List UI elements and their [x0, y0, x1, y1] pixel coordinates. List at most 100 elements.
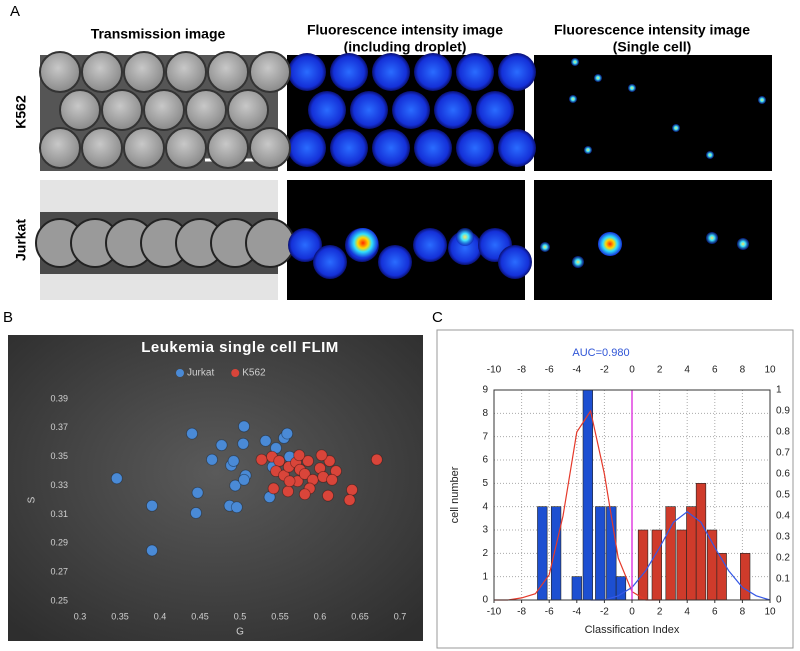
point	[259, 434, 272, 447]
x-tick-label: 0.4	[154, 611, 167, 621]
y-tick-label: 0	[482, 595, 488, 606]
y2-tick-label: 0.6	[776, 469, 790, 480]
panel-label: B	[3, 309, 13, 326]
droplet	[39, 127, 81, 169]
x-tick-label: 0.5	[234, 611, 247, 621]
point	[323, 455, 336, 467]
y-axis-label: cell number	[449, 466, 461, 523]
x-top-tick-label: -8	[517, 365, 526, 376]
x-top-tick-label: 10	[764, 365, 776, 376]
legend-marker	[231, 369, 240, 377]
y2-tick-label: 0.1	[776, 574, 790, 585]
droplet	[498, 53, 536, 91]
point	[146, 499, 158, 512]
point	[283, 475, 296, 488]
x-top-tick-label: -6	[545, 365, 554, 376]
y2-tick-label: 0.8	[776, 427, 790, 438]
cell	[706, 232, 718, 244]
x-tick-label: 0.55	[271, 611, 289, 621]
cell	[569, 95, 577, 103]
x-top-tick-label: 6	[712, 365, 718, 376]
plot-frame	[493, 389, 771, 601]
cell	[571, 58, 579, 66]
y-tick-label: 0.35	[50, 451, 68, 461]
point	[255, 453, 268, 466]
droplet	[288, 53, 326, 91]
cell	[706, 151, 714, 159]
x-tick-label: 0.45	[191, 611, 209, 621]
x-top-tick-label: 0	[629, 365, 635, 376]
x-tick-label: 4	[684, 607, 690, 618]
y2-tick-label: 1	[776, 385, 782, 396]
x-tick-label: 0.65	[351, 611, 369, 621]
droplet	[143, 89, 185, 131]
droplet	[59, 89, 101, 131]
y-tick-label: 1	[482, 571, 488, 582]
point	[298, 488, 311, 501]
point	[215, 439, 228, 452]
single-cell-image	[534, 55, 772, 171]
column-header: (including droplet)	[344, 39, 467, 55]
point	[230, 501, 243, 514]
droplet	[81, 127, 123, 169]
droplet	[414, 129, 452, 167]
droplet	[245, 218, 295, 268]
legend-label: Jurkat	[187, 368, 214, 379]
y-axis-label: S	[27, 496, 38, 503]
chart-title: Leukemia single cell FLIM	[141, 339, 339, 356]
y-tick-label: 4	[482, 501, 488, 512]
cell	[456, 228, 474, 246]
y2-tick-label: 0.4	[776, 511, 790, 522]
droplet	[330, 53, 368, 91]
droplet	[372, 129, 410, 167]
y-tick-label: 0.31	[50, 509, 68, 519]
point	[343, 494, 356, 506]
y2-tick-label: 0.7	[776, 448, 790, 459]
droplet	[350, 91, 388, 129]
x-tick-label: -2	[600, 607, 609, 618]
panel-label: C	[432, 309, 443, 326]
point	[370, 453, 383, 466]
y2-tick-label: 0.3	[776, 532, 790, 543]
bar	[676, 529, 687, 601]
point	[110, 472, 123, 485]
row-label: K562	[13, 95, 29, 129]
x-top-tick-label: 4	[684, 365, 690, 376]
y-tick-label: 2	[482, 548, 488, 559]
droplet	[165, 127, 207, 169]
droplet	[372, 53, 410, 91]
y-tick-label: 0.33	[50, 480, 68, 490]
y2-tick-label: 0.9	[776, 406, 790, 417]
droplet	[207, 51, 249, 93]
y2-tick-label: 0.5	[776, 490, 790, 501]
point	[238, 420, 250, 433]
fit-curve	[590, 511, 771, 601]
x-tick-label: 0.7	[394, 611, 407, 621]
droplet	[123, 51, 165, 93]
y-tick-label: 3	[482, 525, 488, 536]
droplet	[414, 53, 452, 91]
cell	[594, 74, 602, 82]
droplet	[456, 53, 494, 91]
x-top-tick-label: -2	[600, 365, 609, 376]
droplet	[498, 129, 536, 167]
point	[282, 485, 294, 498]
chart-background	[8, 335, 423, 641]
panel-label: A	[10, 3, 20, 20]
droplet	[207, 127, 249, 169]
column-header: Fluorescence intensity image	[307, 22, 503, 38]
cell	[628, 84, 636, 92]
droplet	[308, 91, 346, 129]
x-tick-label: 10	[764, 607, 776, 618]
x-top-tick-label: -10	[487, 365, 502, 376]
cell	[540, 242, 550, 252]
droplet	[249, 127, 291, 169]
x-tick-label: -4	[572, 607, 581, 618]
x-axis-label: G	[236, 627, 244, 638]
x-top-tick-label: 2	[657, 365, 663, 376]
x-tick-label: 0.35	[111, 611, 129, 621]
bar	[637, 529, 649, 601]
x-tick-label: 0	[629, 607, 635, 618]
bar	[695, 483, 707, 601]
bar	[665, 506, 676, 601]
